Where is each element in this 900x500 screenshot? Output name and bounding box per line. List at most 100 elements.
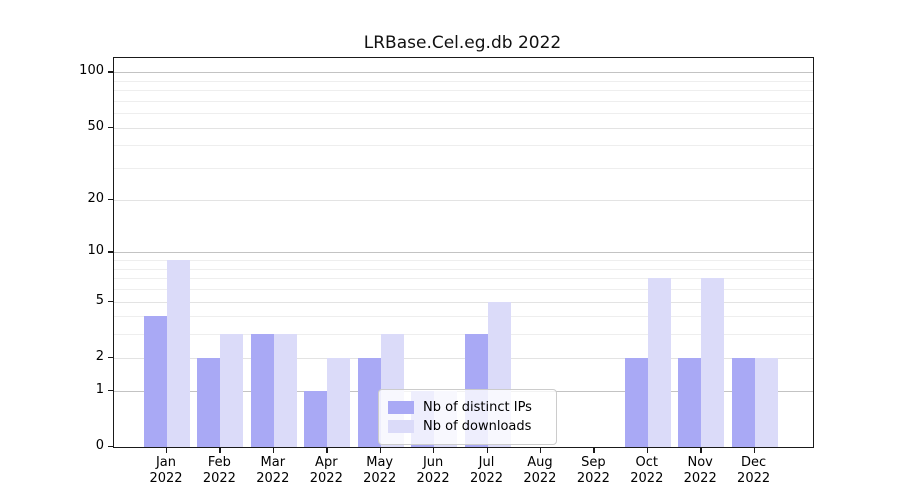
y-tick-label: 1 [95, 381, 104, 397]
gridline-minor [114, 334, 813, 336]
y-tick-mark [108, 446, 114, 448]
x-tick-mark [593, 447, 595, 453]
x-tick-month: Dec [741, 455, 767, 470]
y-tick-label: 50 [87, 118, 104, 134]
x-tick-label: Sep 2022 [561, 455, 625, 487]
x-tick-mark [486, 447, 488, 453]
y-tick-label: 5 [95, 292, 104, 308]
gridline-minor [114, 168, 813, 170]
x-tick-mark [433, 447, 435, 453]
x-tick-label: Feb 2022 [187, 455, 251, 487]
x-tick-year: 2022 [737, 471, 771, 486]
y-tick-mark [108, 251, 114, 253]
x-tick-month: Nov [687, 455, 713, 470]
legend-swatch [388, 401, 414, 414]
gridline-minor [114, 260, 813, 261]
x-tick-year: 2022 [309, 471, 343, 486]
bar-distinct-ips [304, 390, 328, 447]
x-tick-month: Sep [581, 455, 606, 470]
legend-swatch [388, 420, 414, 433]
gridline-minor [114, 113, 813, 115]
y-tick-label: 10 [87, 243, 104, 259]
legend-label: Nb of downloads [423, 419, 532, 434]
x-tick-year: 2022 [576, 471, 610, 486]
gridline-minor [114, 289, 813, 290]
x-tick-year: 2022 [363, 471, 397, 486]
gridline-major [114, 72, 813, 74]
x-tick-mark [166, 447, 168, 453]
x-tick-year: 2022 [256, 471, 290, 486]
legend-label: Nb of distinct IPs [423, 400, 532, 415]
chart-title: LRBase.Cel.eg.db 2022 [363, 33, 562, 53]
gridline-major [114, 199, 813, 201]
gridline-minor [114, 316, 813, 318]
x-tick-month: Apr [315, 455, 338, 470]
x-tick-month: Jan [155, 455, 177, 470]
bar-distinct-ips [678, 357, 702, 447]
x-tick-label: Aug 2022 [508, 455, 572, 487]
x-tick-year: 2022 [202, 471, 236, 486]
bar-distinct-ips [357, 357, 381, 447]
gridline-major [114, 252, 813, 254]
x-tick-mark [219, 447, 221, 453]
gridline-major [114, 127, 813, 129]
x-tick-mark [646, 447, 649, 453]
bar-distinct-ips [731, 357, 755, 447]
x-tick-mark [539, 447, 542, 453]
bar-downloads [327, 357, 351, 447]
x-tick-month: Feb [207, 455, 231, 470]
y-tick-mark [108, 300, 114, 302]
x-tick-month: Jul [478, 455, 495, 470]
y-tick-label: 100 [79, 63, 104, 79]
x-tick-mark [326, 447, 328, 453]
legend: Nb of distinct IPs Nb of downloads [378, 389, 557, 445]
x-tick-label: Dec 2022 [722, 455, 786, 487]
x-tick-label: May 2022 [348, 455, 412, 487]
gridline-minor [114, 100, 813, 102]
bar-downloads [220, 334, 244, 447]
x-tick-mark [272, 447, 275, 453]
gridline-minor [114, 268, 813, 270]
y-tick-label: 0 [95, 438, 104, 453]
bar-downloads [167, 260, 190, 447]
y-tick-mark [108, 126, 114, 129]
x-tick-mark [379, 447, 382, 453]
bar-distinct-ips [197, 357, 221, 447]
x-tick-month: May [366, 455, 394, 470]
bar-downloads [754, 357, 778, 447]
x-tick-label: Mar 2022 [241, 455, 305, 487]
gridline-minor [114, 90, 813, 92]
x-tick-mark [753, 447, 755, 453]
y-tick-mark [108, 356, 114, 359]
x-tick-month: Aug [527, 455, 553, 470]
x-tick-year: 2022 [630, 471, 664, 486]
x-tick-month: Oct [635, 455, 659, 470]
y-tick-mark [108, 71, 114, 73]
x-tick-year: 2022 [469, 471, 504, 486]
y-tick-mark [108, 389, 114, 392]
gridline-minor [114, 278, 813, 280]
x-tick-year: 2022 [683, 471, 717, 486]
x-tick-year: 2022 [149, 471, 183, 486]
x-tick-year: 2022 [523, 471, 557, 486]
x-tick-label: Apr 2022 [294, 455, 358, 487]
bar-downloads [273, 334, 297, 447]
gridline-minor [114, 80, 813, 82]
x-tick-month: Jun [422, 455, 444, 470]
x-tick-month: Mar [260, 455, 286, 470]
x-tick-year: 2022 [416, 471, 450, 486]
legend-item: Nb of distinct IPs [388, 399, 550, 416]
gridline-major [114, 301, 813, 303]
bar-downloads [701, 278, 725, 447]
bar-downloads [647, 278, 671, 447]
legend-item: Nb of downloads [388, 418, 550, 435]
x-tick-mark [700, 447, 702, 453]
bar-distinct-ips [624, 357, 648, 447]
y-tick-label: 20 [87, 190, 104, 206]
x-tick-label: Jun 2022 [401, 455, 465, 487]
x-tick-label: Oct 2022 [615, 455, 679, 487]
gridline-major [114, 357, 813, 359]
gridline-minor [114, 145, 813, 147]
bar-distinct-ips [144, 316, 167, 447]
